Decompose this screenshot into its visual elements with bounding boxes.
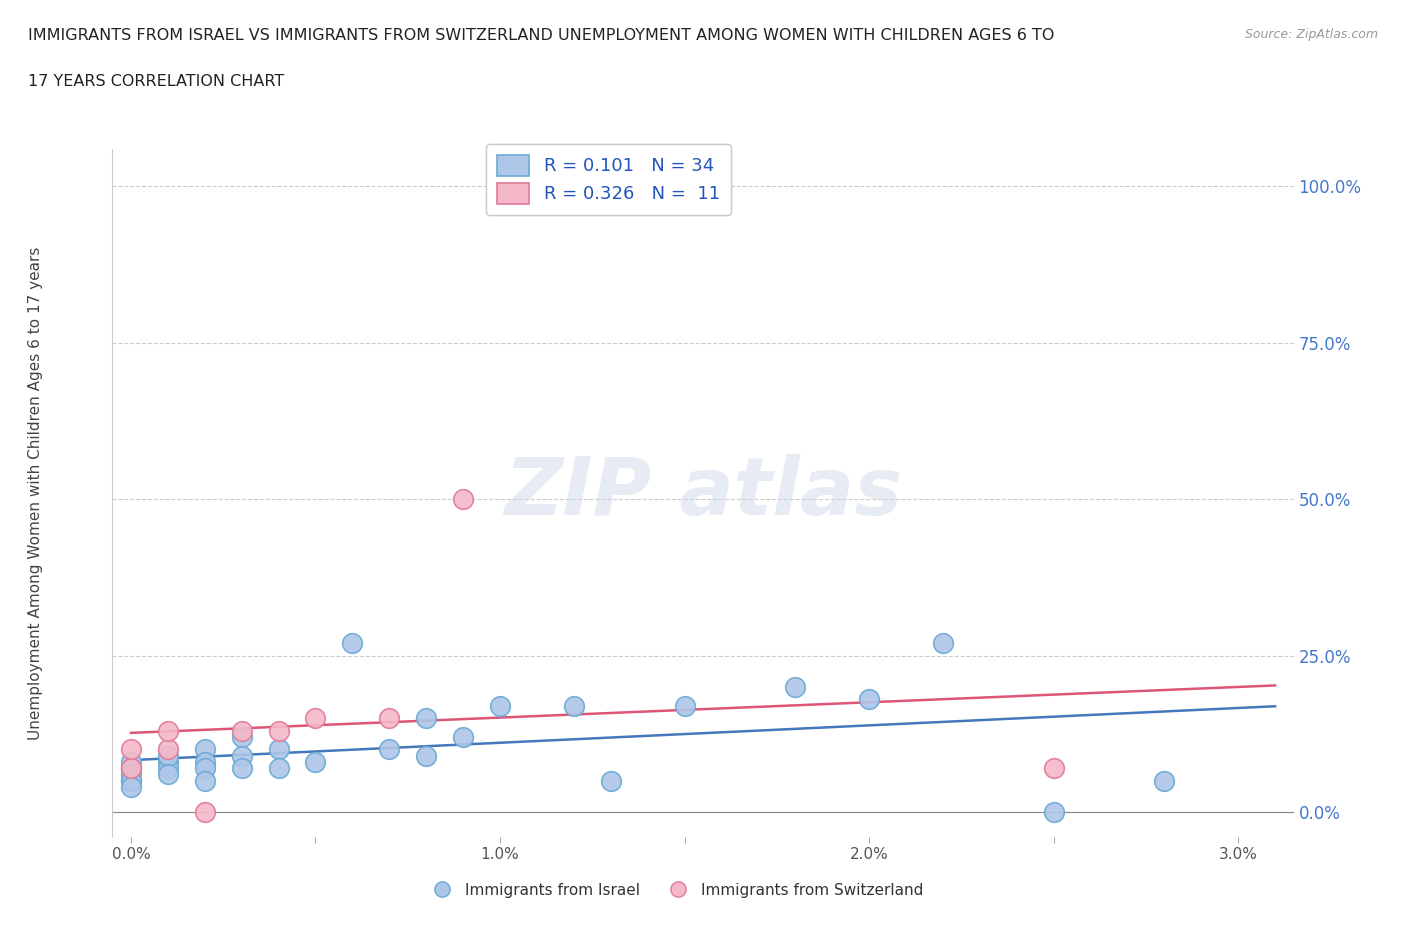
Point [194, 754, 217, 769]
Point [120, 761, 142, 776]
Point [1153, 773, 1175, 788]
Point [156, 754, 179, 769]
Point [932, 635, 955, 650]
Point [378, 742, 401, 757]
Point [1042, 804, 1064, 819]
Point [194, 761, 217, 776]
Point [267, 761, 290, 776]
Point [120, 754, 142, 769]
Point [231, 761, 253, 776]
Point [120, 779, 142, 794]
Text: 17 YEARS CORRELATION CHART: 17 YEARS CORRELATION CHART [28, 74, 284, 89]
Point [231, 724, 253, 738]
Point [451, 729, 474, 744]
Point [156, 749, 179, 764]
Point [1042, 761, 1064, 776]
Text: ZIP atlas: ZIP atlas [503, 454, 903, 532]
Point [194, 804, 217, 819]
Point [194, 773, 217, 788]
Point [267, 724, 290, 738]
Point [120, 773, 142, 788]
Point [231, 729, 253, 744]
Point [231, 749, 253, 764]
Text: Source: ZipAtlas.com: Source: ZipAtlas.com [1244, 28, 1378, 41]
Point [673, 698, 696, 713]
Point [451, 492, 474, 507]
Point [415, 749, 437, 764]
Point [342, 635, 364, 650]
Point [599, 773, 621, 788]
Point [489, 698, 512, 713]
Text: IMMIGRANTS FROM ISRAEL VS IMMIGRANTS FROM SWITZERLAND UNEMPLOYMENT AMONG WOMEN W: IMMIGRANTS FROM ISRAEL VS IMMIGRANTS FRO… [28, 28, 1054, 43]
Point [156, 761, 179, 776]
Legend: Immigrants from Israel, Immigrants from Switzerland: Immigrants from Israel, Immigrants from … [420, 877, 929, 904]
Point [415, 711, 437, 725]
Point [378, 711, 401, 725]
Point [785, 680, 807, 695]
Point [304, 754, 326, 769]
Point [120, 773, 142, 788]
Point [120, 767, 142, 782]
Point [194, 742, 217, 757]
Point [156, 724, 179, 738]
Point [858, 692, 880, 707]
Point [120, 742, 142, 757]
Point [156, 742, 179, 757]
Point [562, 698, 585, 713]
Point [156, 767, 179, 782]
Point [267, 742, 290, 757]
Text: Unemployment Among Women with Children Ages 6 to 17 years: Unemployment Among Women with Children A… [28, 246, 42, 739]
Point [304, 711, 326, 725]
Legend: R = 0.101   N = 34, R = 0.326   N =  11: R = 0.101 N = 34, R = 0.326 N = 11 [486, 144, 731, 215]
Point [120, 761, 142, 776]
